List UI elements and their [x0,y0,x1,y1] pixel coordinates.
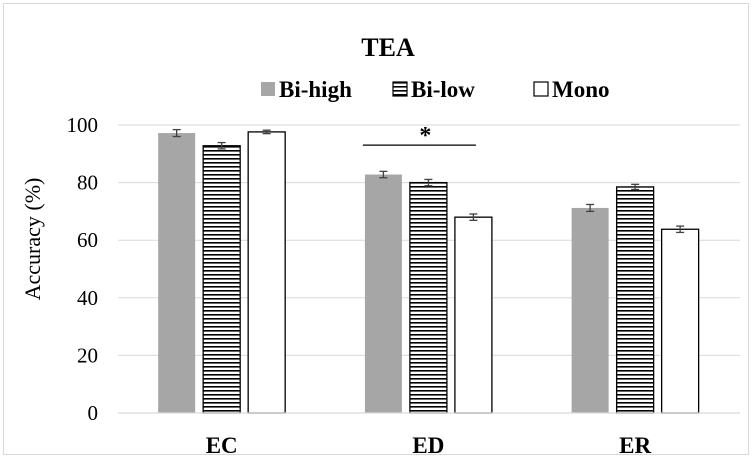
bar-mono-er [660,228,700,414]
y-tick-label: 40 [77,286,98,310]
legend-item-bi-high: Bi-high [261,77,352,102]
legend: Bi-high Bi-low Mono [261,77,610,102]
error-bar-mono-ed [469,213,478,221]
error-bar-bi-low-ec [217,141,226,150]
y-axis-label: Accuracy (%) [20,178,45,301]
y-tick-label: 20 [77,343,98,367]
legend-swatch [261,82,275,96]
legend-label: Bi-low [411,77,475,102]
bars [118,128,740,414]
bar-bi-low-ed [409,181,448,414]
x-axis-ticks: EC ED ER [206,433,652,457]
bar-bi-low-ec [202,145,241,414]
error-bar-mono-er [676,225,685,234]
error-bar-bi-high-er [586,203,595,213]
legend-item-bi-low: Bi-low [392,77,475,102]
error-bar-bi-low-ed [424,178,433,187]
legend-label: Bi-high [279,77,352,102]
bar-bi-high-ed [364,174,402,413]
legend-label: Mono [552,77,610,102]
error-bar-bi-high-ec [172,128,181,138]
error-bar-bi-low-er [631,183,640,191]
y-tick-label: 0 [88,401,99,425]
significance-marker: * [419,123,431,149]
x-tick-label-ec: EC [206,433,238,457]
y-tick-label: 100 [67,113,99,137]
y-tick-label: 60 [77,228,98,252]
bar-mono-ec [247,131,286,414]
annotations: * [362,123,476,149]
chart-title: TEA [361,33,415,62]
error-bar-mono-ec [262,129,271,135]
x-tick-label-ed: ED [412,433,444,457]
legend-swatch [533,81,549,97]
bar-mono-ed [454,216,493,414]
x-tick-label-er: ER [619,433,651,457]
y-tick-label: 80 [77,171,98,195]
legend-swatch [392,81,408,97]
legend-item-mono: Mono [533,77,610,102]
bar-bi-low-er [615,186,655,414]
bar-bi-high-er [571,207,609,413]
error-bar-bi-high-ed [379,170,388,179]
bar-bi-high-ec [158,133,196,413]
y-axis-ticks: 0 20 40 60 80 100 [67,113,99,425]
